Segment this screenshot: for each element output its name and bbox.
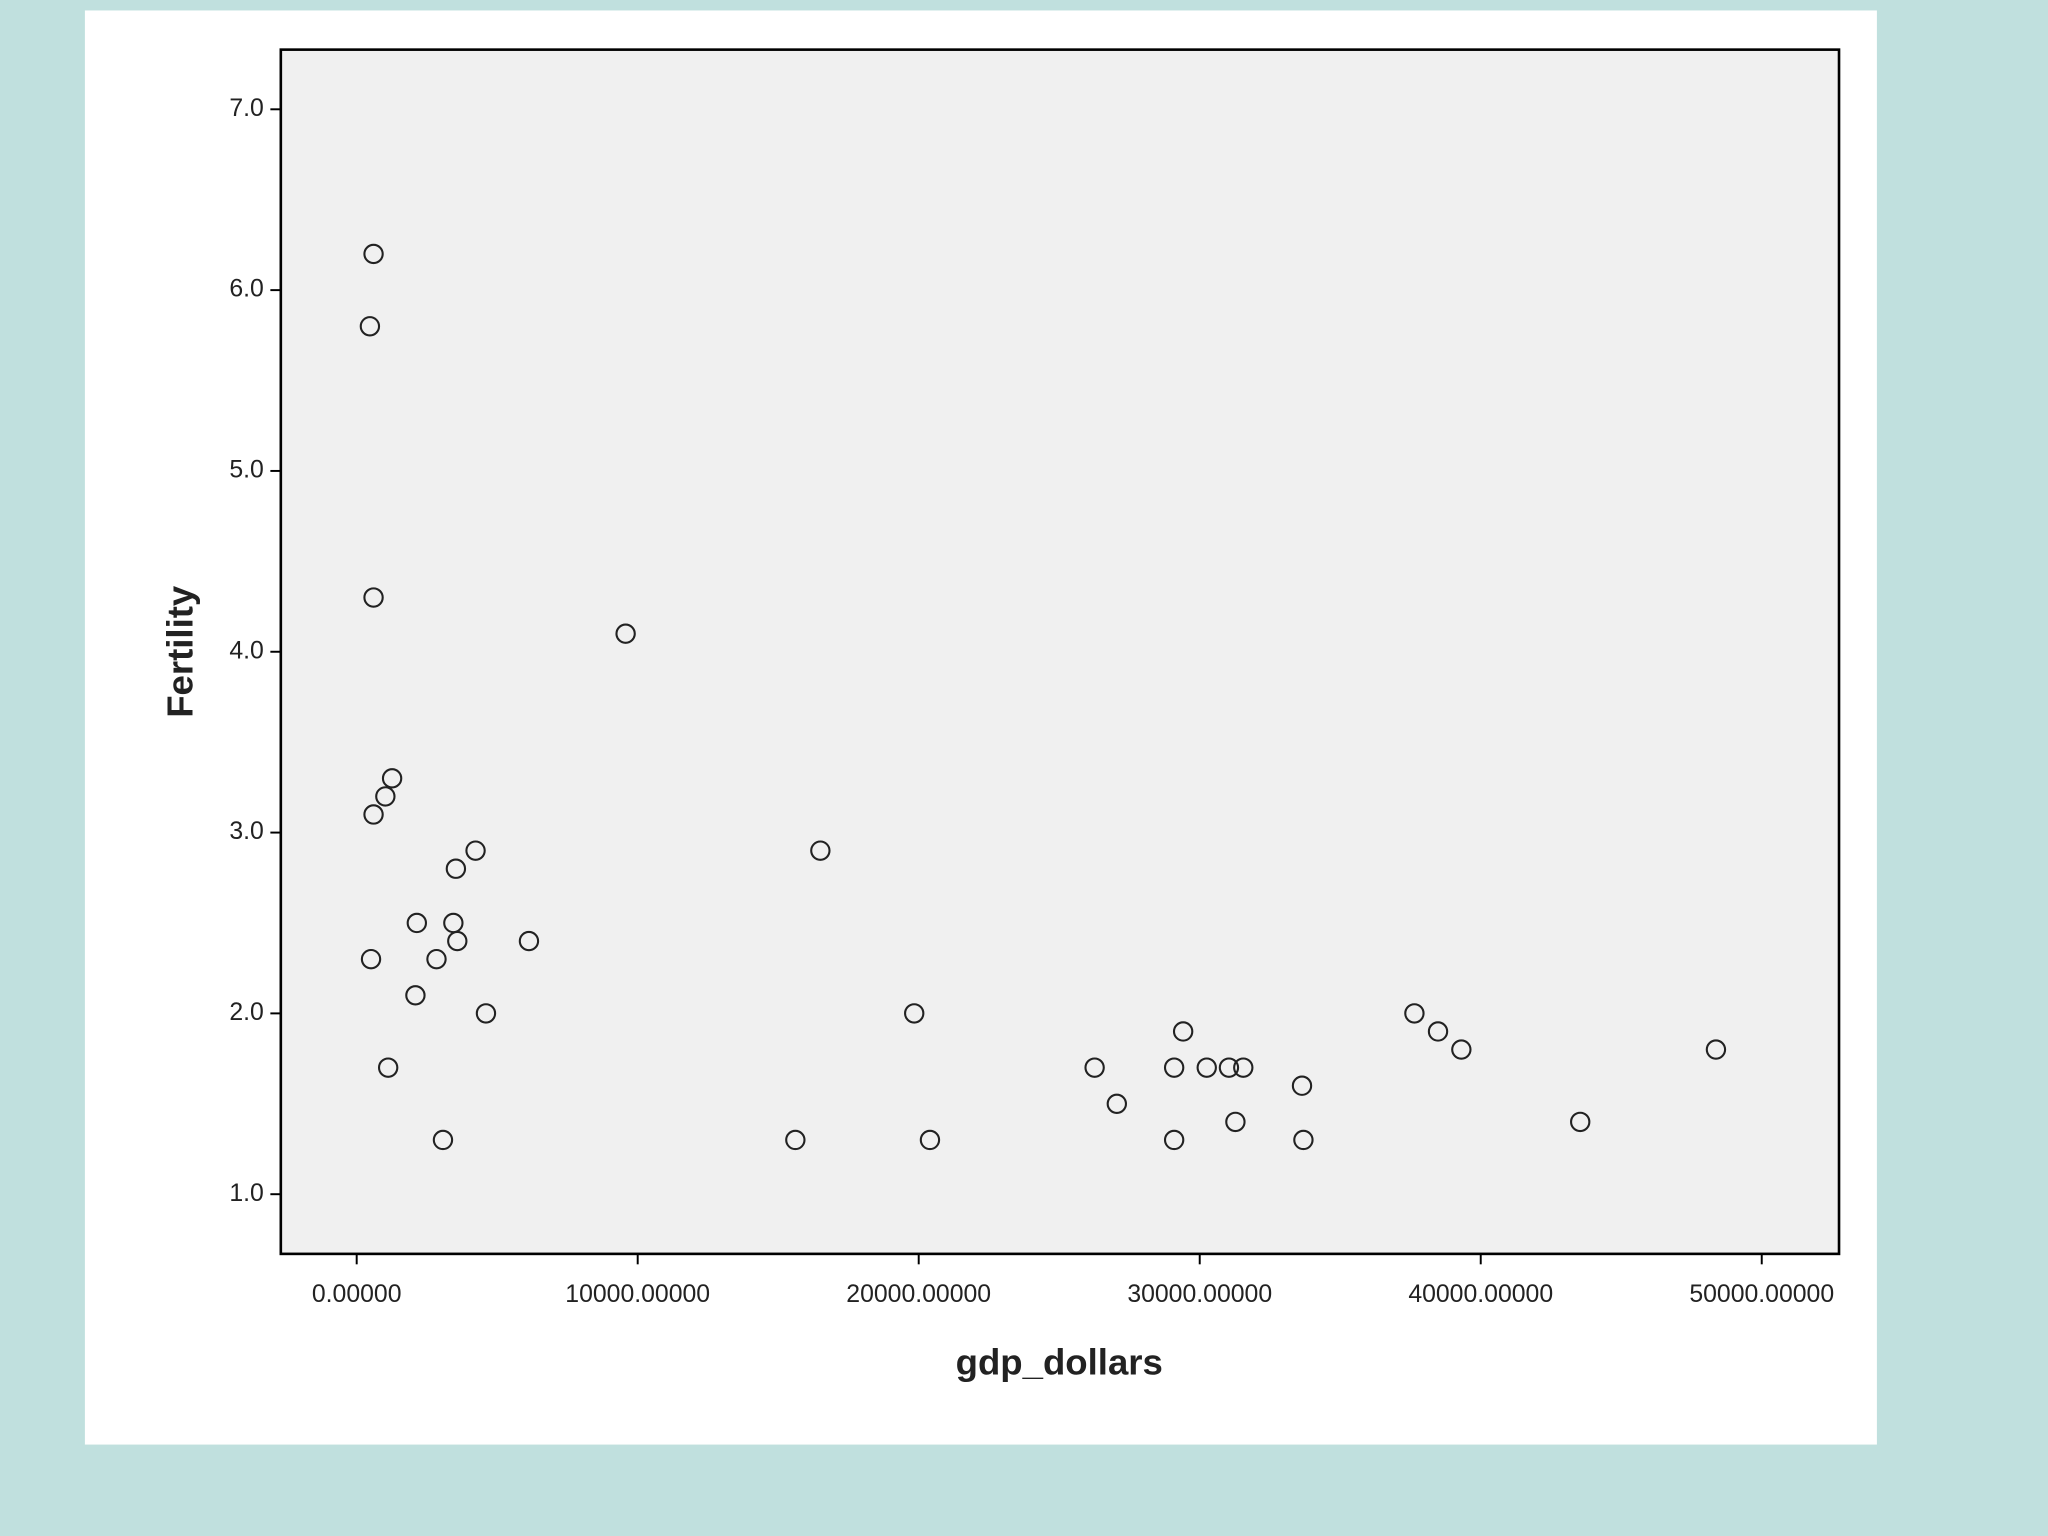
point xyxy=(518,930,540,952)
point xyxy=(381,768,403,789)
point xyxy=(904,1003,925,1024)
y-tick-label: 6.0 xyxy=(229,276,263,303)
point xyxy=(1427,1021,1449,1042)
y-tick-label: 4.0 xyxy=(229,637,263,664)
point xyxy=(405,985,426,1006)
point xyxy=(360,948,382,970)
x-axis-title: gdp_dollars xyxy=(956,1342,1163,1383)
point xyxy=(1451,1039,1472,1060)
point xyxy=(432,1129,454,1151)
x-tick-label: 50000.00000 xyxy=(1689,1281,1834,1308)
point xyxy=(359,316,381,337)
point xyxy=(1291,1075,1313,1096)
x-tick-label: 20000.00000 xyxy=(846,1281,991,1308)
point xyxy=(1233,1057,1254,1078)
point xyxy=(1172,1021,1194,1042)
point xyxy=(1218,1057,1240,1078)
y-tick-label: 1.0 xyxy=(229,1180,263,1207)
y-tick-label: 3.0 xyxy=(229,818,263,845)
plot-area xyxy=(279,48,1841,1256)
point xyxy=(1404,1003,1425,1024)
x-tick-label: 0.00000 xyxy=(312,1281,402,1308)
point xyxy=(475,1003,497,1024)
point xyxy=(785,1129,806,1151)
point xyxy=(445,858,467,879)
point xyxy=(363,243,384,265)
point xyxy=(1163,1129,1185,1151)
point xyxy=(1293,1129,1314,1151)
point xyxy=(1705,1039,1727,1060)
point xyxy=(465,840,486,861)
point xyxy=(1570,1111,1591,1133)
y-tick-label: 7.0 xyxy=(229,95,263,122)
point xyxy=(919,1129,941,1151)
x-tick-label: 40000.00000 xyxy=(1408,1281,1553,1308)
point xyxy=(1106,1093,1128,1114)
y-tick-label: 2.0 xyxy=(229,999,263,1026)
point xyxy=(363,587,384,608)
point xyxy=(1084,1057,1105,1078)
point xyxy=(447,930,468,952)
point xyxy=(375,786,396,807)
y-tick-label: 5.0 xyxy=(229,456,263,483)
point xyxy=(363,804,384,825)
point xyxy=(810,840,831,861)
point xyxy=(406,912,428,934)
point xyxy=(377,1057,399,1078)
y-axis-title: Fertility xyxy=(160,585,201,718)
x-tick-label: 10000.00000 xyxy=(565,1281,710,1308)
point xyxy=(615,623,636,644)
point xyxy=(1163,1057,1185,1078)
point xyxy=(1196,1057,1217,1078)
point xyxy=(426,948,447,970)
x-tick-label: 30000.00000 xyxy=(1127,1281,1272,1308)
point xyxy=(1225,1111,1246,1133)
